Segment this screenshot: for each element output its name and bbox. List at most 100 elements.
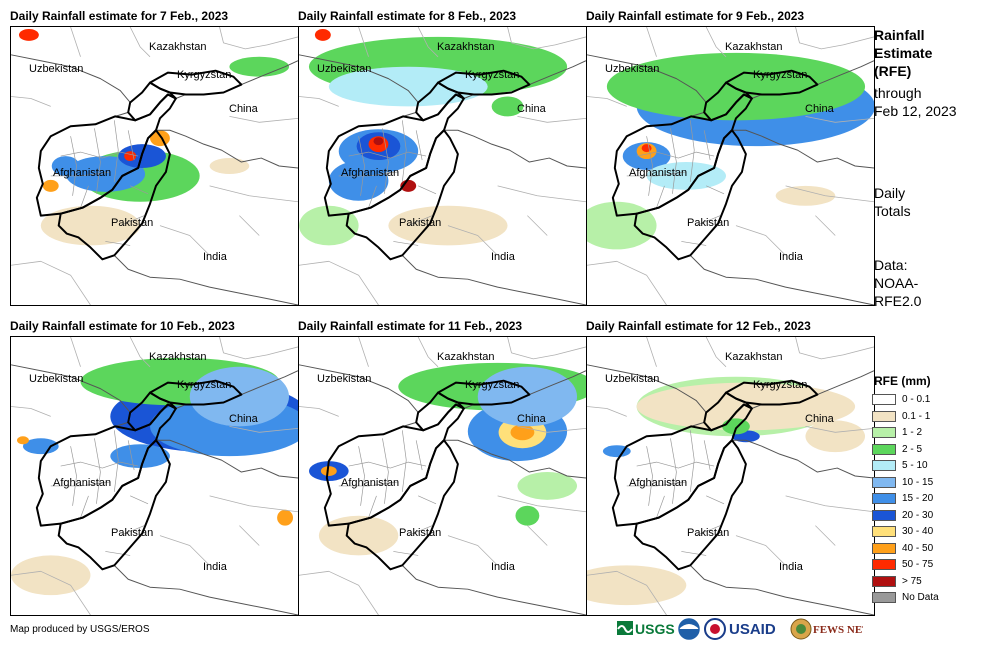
rainfall-area bbox=[209, 158, 250, 174]
legend-item: 5 - 10 bbox=[872, 458, 972, 474]
rainfall-area bbox=[16, 436, 29, 445]
afghanistan-border bbox=[323, 403, 465, 527]
legend-label: 1 - 2 bbox=[902, 427, 923, 438]
country-label-kyrgyzstan: Kyrgyzstan bbox=[177, 69, 232, 81]
province-boundary bbox=[626, 430, 725, 556]
legend-item: 1 - 2 bbox=[872, 425, 972, 441]
country-label-china: China bbox=[229, 103, 258, 115]
legend-label: 0 - 0.1 bbox=[902, 394, 931, 405]
side-source-b: RFE2.0 bbox=[874, 293, 922, 309]
legend-label: 40 - 50 bbox=[902, 542, 934, 554]
side-totals: Totals bbox=[874, 203, 911, 219]
country-label-uzbekistan: Uzbekistan bbox=[317, 373, 372, 385]
rainfall-area bbox=[646, 162, 727, 190]
legend-swatch bbox=[872, 493, 896, 504]
country-label-pakistan: Pakistan bbox=[111, 527, 154, 539]
rainfall-map: Kazakhstan Uzbekistan Kyrgyzstan China Afgha… bbox=[10, 336, 299, 616]
tajikistan-border bbox=[415, 391, 465, 432]
country-label-india: India bbox=[203, 561, 227, 573]
country-label-pakistan: Pakistan bbox=[399, 217, 442, 229]
country-label-pakistan: Pakistan bbox=[111, 217, 154, 229]
rainfall-area bbox=[510, 424, 535, 441]
credit-text: Map produced by USGS/EROS bbox=[10, 624, 150, 635]
side-source-a: NOAA- bbox=[874, 275, 919, 291]
legend-label: 10 - 15 bbox=[902, 476, 934, 488]
country-label-kazakhstan: Kazakhstan bbox=[149, 41, 207, 53]
country-label-kyrgyzstan: Kyrgyzstan bbox=[465, 69, 520, 81]
province-boundary bbox=[338, 430, 437, 556]
secondary-boundary bbox=[11, 337, 298, 615]
legend-item: 50 - 75 bbox=[872, 557, 972, 573]
country-label-india: India bbox=[779, 561, 803, 573]
rainfall-area bbox=[320, 466, 337, 476]
country-label-uzbekistan: Uzbekistan bbox=[29, 373, 84, 385]
country-label-kyrgyzstan: Kyrgyzstan bbox=[177, 379, 232, 391]
rainfall-map: Kazakhstan Uzbekistan Kyrgyzstan China Afgha… bbox=[10, 26, 299, 306]
legend-label: 30 - 40 bbox=[902, 526, 934, 537]
pakistan-border bbox=[633, 439, 747, 571]
country-label-china: China bbox=[517, 103, 546, 115]
rainfall-area bbox=[229, 56, 290, 77]
country-label-india: India bbox=[779, 251, 803, 263]
country-label-kazakhstan: Kazakhstan bbox=[725, 41, 783, 53]
side-title-line-2: Estimate bbox=[874, 45, 933, 61]
country-label-afghanistan: Afghanistan bbox=[341, 167, 400, 179]
rainfall-area bbox=[587, 201, 657, 250]
map-panel: Daily Rainfall estimate for 12 Feb., 202… bbox=[586, 316, 875, 616]
secondary-boundary bbox=[587, 337, 874, 615]
panel-title: Daily Rainfall estimate for 11 Feb., 202… bbox=[298, 319, 523, 333]
panel-title: Daily Rainfall estimate for 10 Feb., 202… bbox=[10, 319, 235, 333]
rainfall-area bbox=[491, 96, 524, 117]
country-label-kyrgyzstan: Kyrgyzstan bbox=[753, 69, 808, 81]
legend-swatch bbox=[872, 427, 896, 438]
rainfall-area bbox=[40, 205, 141, 246]
fewsnet-logo-text: FEWS NET bbox=[813, 624, 863, 636]
country-label-china: China bbox=[229, 413, 258, 425]
secondary-boundary bbox=[587, 27, 874, 305]
rainfall-area bbox=[42, 179, 59, 192]
usaid-logo-text: USAID bbox=[729, 621, 776, 638]
rainfall-area bbox=[22, 438, 59, 455]
legend-item: 20 - 30 bbox=[872, 508, 972, 524]
usaid-seal-icon bbox=[704, 618, 726, 640]
usgs-logo-text: USGS bbox=[635, 621, 675, 637]
legend-item: 0 - 0.1 bbox=[872, 392, 972, 408]
legend-item: No Data bbox=[872, 590, 972, 606]
tajikistan-border bbox=[415, 81, 465, 122]
country-label-uzbekistan: Uzbekistan bbox=[605, 63, 660, 75]
usgs-logo: USGS bbox=[617, 621, 675, 637]
country-label-kyrgyzstan: Kyrgyzstan bbox=[753, 379, 808, 391]
legend-label: 50 - 75 bbox=[902, 559, 934, 570]
rainfall-area bbox=[65, 156, 146, 192]
fewsnet-logo: FEWS NET bbox=[790, 618, 870, 640]
country-label-china: China bbox=[517, 413, 546, 425]
logo-strip: USGS USAID FEWS NET bbox=[617, 617, 870, 643]
legend-label: > 75 bbox=[902, 575, 922, 587]
legend-label: 20 - 30 bbox=[902, 509, 934, 521]
side-title-line-3: (RFE) bbox=[874, 63, 912, 79]
country-label-afghanistan: Afghanistan bbox=[53, 167, 112, 179]
country-label-india: India bbox=[491, 561, 515, 573]
pakistan-border bbox=[57, 439, 171, 571]
side-data-label: Data: bbox=[874, 257, 908, 273]
legend-swatch bbox=[872, 460, 896, 471]
country-label-china: China bbox=[805, 413, 834, 425]
legend-item: 0.1 - 1 bbox=[872, 409, 972, 425]
legend-item: 30 - 40 bbox=[872, 524, 972, 540]
legend-item: 15 - 20 bbox=[872, 491, 972, 507]
legend-swatch bbox=[872, 592, 896, 603]
province-boundary bbox=[50, 430, 149, 556]
rainfall-area bbox=[11, 555, 91, 596]
legend-swatch bbox=[872, 443, 896, 455]
rainfall-area bbox=[277, 509, 294, 526]
panel-title: Daily Rainfall estimate for 9 Feb., 2023 bbox=[586, 9, 805, 23]
rainfall-area bbox=[328, 161, 389, 201]
country-label-afghanistan: Afghanistan bbox=[53, 477, 112, 489]
rainfall-area bbox=[805, 420, 866, 453]
map-panel: Daily Rainfall estimate for 10 Feb., 202… bbox=[10, 316, 299, 616]
rainfall-area bbox=[373, 137, 384, 146]
secondary-boundary bbox=[11, 27, 298, 305]
legend-label: 2 - 5 bbox=[902, 443, 923, 455]
legend-swatch bbox=[872, 559, 896, 570]
country-label-kazakhstan: Kazakhstan bbox=[437, 351, 495, 363]
